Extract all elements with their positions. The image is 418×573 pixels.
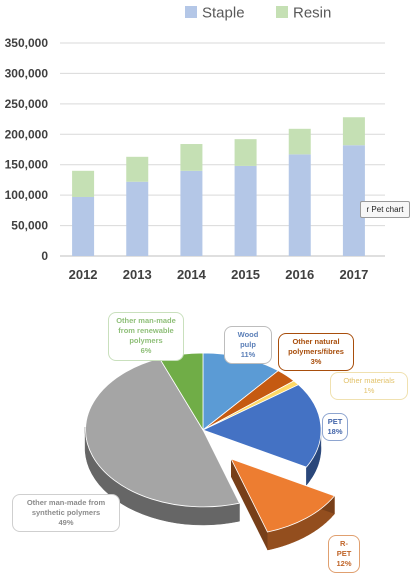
bar-resin-2012 — [72, 170, 95, 197]
y-tick-label: 100,000 — [5, 188, 49, 202]
callout-label: R-PET — [336, 539, 352, 559]
y-axis-ticks: 0 50,000 100,000 150,000 200,000 250,000 300,0… — [5, 36, 49, 263]
bar-staple-2013 — [126, 181, 149, 256]
y-tick-label: 300,000 — [5, 66, 49, 80]
callout-percent: 11% — [240, 350, 256, 360]
pie-cut-r-pet — [231, 458, 268, 551]
callout-line: Other man-made — [116, 316, 176, 325]
bar-staple-2014 — [180, 170, 203, 256]
x-tick-label: 2013 — [123, 267, 152, 282]
legend-label-staple: Staple — [202, 5, 245, 22]
callout-natural-polymers: Other natural polymers/fibres 3% — [278, 333, 354, 372]
callout-line: from renewable — [118, 326, 174, 336]
callout-other-materials: Other materials 1% — [330, 372, 408, 401]
pie-slice-r-pet — [230, 458, 336, 533]
callout-label: PET — [327, 417, 343, 426]
callout-percent: 3% — [310, 357, 322, 367]
bar-resin-2016 — [288, 128, 311, 155]
callout-synthetic-polymers: Other man-made from synthetic polymers 4… — [12, 494, 120, 533]
x-axis-ticks: 2012 2013 2014 2015 2016 2017 — [69, 267, 369, 282]
bar-gridlines — [60, 42, 385, 257]
y-tick-label: 350,000 — [5, 36, 49, 50]
callout-percent: 6% — [140, 346, 152, 356]
bar-staple-2017 — [342, 145, 365, 256]
callout-line: synthetic polymers — [31, 508, 101, 518]
callout-label: Other materials — [343, 376, 395, 385]
x-tick-label: 2015 — [231, 267, 260, 282]
x-tick-label: 2017 — [339, 267, 368, 282]
callout-percent: 49% — [58, 518, 74, 528]
bar-resin-2017 — [342, 117, 365, 146]
bar-legend: Staple Resin — [185, 5, 331, 22]
chart-button[interactable]: r Pet chart — [360, 201, 410, 218]
callout-pet: PET 18% — [322, 413, 348, 442]
y-tick-label: 200,000 — [5, 127, 49, 141]
bar-staple-2015 — [234, 165, 257, 256]
callout-percent: 18% — [327, 427, 343, 437]
bar-series — [72, 117, 365, 256]
x-tick-label: 2012 — [69, 267, 98, 282]
callout-renewable-polymers: Other man-made from renewable polymers 6… — [108, 312, 184, 361]
pie-slice-pet — [201, 384, 322, 468]
callout-line: Other man-made from — [26, 498, 106, 507]
callout-line: polymers — [129, 336, 163, 346]
bar-resin-2013 — [126, 156, 149, 182]
y-tick-label: 250,000 — [5, 97, 49, 111]
y-tick-label: 0 — [41, 249, 48, 263]
bar-resin-2015 — [234, 139, 257, 166]
legend-swatch-staple — [185, 6, 197, 18]
callout-wood-pulp: Wood pulp 11% — [224, 326, 272, 365]
callout-line: polymers/fibres — [288, 347, 344, 357]
bar-resin-2014 — [180, 144, 203, 171]
pie-chart — [84, 352, 336, 551]
x-tick-label: 2014 — [177, 267, 207, 282]
bar-staple-2016 — [288, 154, 311, 256]
callout-label: Wood pulp — [237, 330, 259, 350]
bar-staple-2012 — [72, 196, 95, 256]
callout-percent: 12% — [336, 559, 352, 569]
pie-slice-other-man-made-from-synthetic-polymers — [85, 357, 241, 508]
callout-percent: 1% — [363, 386, 375, 396]
y-tick-label: 150,000 — [5, 158, 49, 172]
callout-rpet: R-PET 12% — [328, 535, 360, 573]
callout-line: Other natural — [292, 337, 340, 346]
y-tick-label: 50,000 — [11, 219, 48, 233]
legend-swatch-resin — [276, 6, 288, 18]
x-tick-label: 2016 — [285, 267, 314, 282]
legend-label-resin: Resin — [293, 5, 331, 22]
